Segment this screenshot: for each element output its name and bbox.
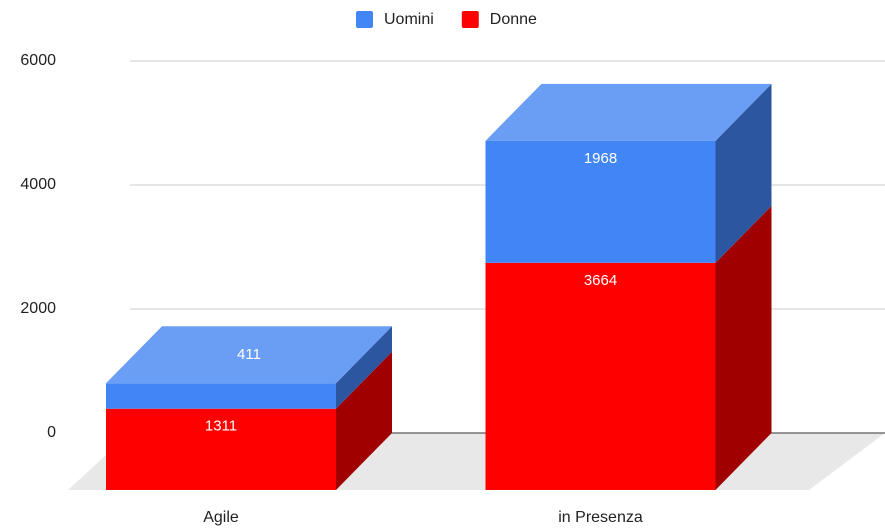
y-tick-label: 0 [47,424,56,441]
value-label: 1311 [205,418,237,435]
x-tick-label: Agile [203,509,239,526]
bar-top [485,83,772,141]
legend-swatch [461,11,479,28]
x-tick-label: in Presenza [558,509,643,526]
value-label: 3664 [584,272,617,289]
legend-label: Donne [490,11,537,28]
bar-side [715,205,772,490]
value-label: 411 [237,346,261,363]
bar [106,408,336,490]
legend-swatch [356,11,373,28]
bar [106,383,336,409]
y-tick-label: 4000 [20,176,56,193]
bar [485,140,716,263]
bar-side [336,351,392,490]
legend-label: Uomini [384,11,434,28]
y-tick-label: 2000 [20,300,56,317]
bar [485,262,716,490]
bar-side [715,83,772,263]
bar-top [106,326,392,384]
value-label: 1968 [584,150,617,167]
bar-side [336,326,392,409]
y-tick-label: 6000 [20,52,56,69]
